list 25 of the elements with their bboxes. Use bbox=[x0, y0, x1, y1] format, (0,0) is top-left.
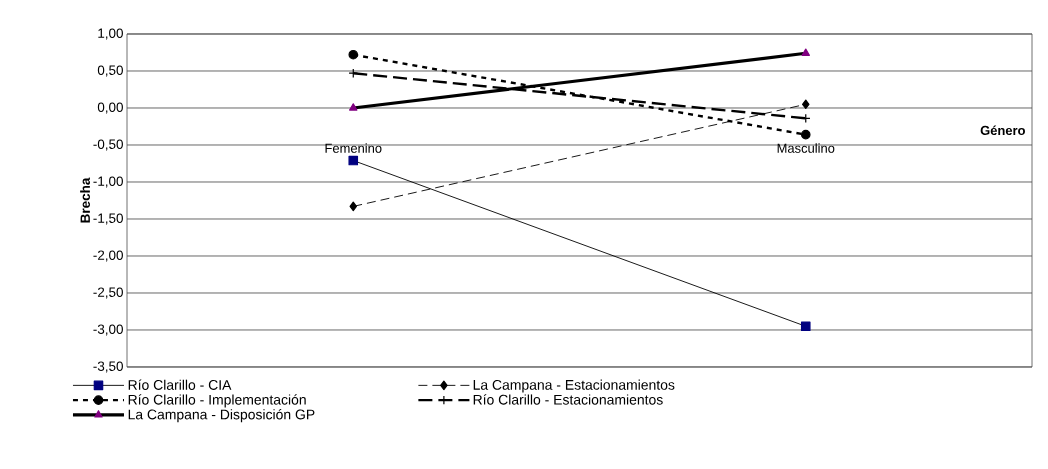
x-tick-label: Masculino bbox=[777, 143, 835, 153]
legend-label: Río Clarillo - Estacionamientos bbox=[473, 394, 663, 405]
legend-label: Río Clarillo - CIA bbox=[128, 379, 232, 390]
point bbox=[349, 201, 358, 212]
x-axis-title: Género bbox=[980, 125, 1025, 135]
y-tick-label: -1,50 bbox=[93, 213, 123, 225]
y-tick-label: -0,50 bbox=[93, 139, 123, 151]
y-tick-label: 1,00 bbox=[98, 28, 123, 40]
y-axis-title: Brecha bbox=[80, 177, 90, 223]
point bbox=[800, 129, 811, 140]
y-tick-label: -2,50 bbox=[93, 287, 123, 299]
y-tick-label: 0,00 bbox=[97, 102, 123, 114]
x-tick-label: Femenino bbox=[325, 143, 382, 153]
point bbox=[348, 49, 359, 60]
y-tick-label: -3,50 bbox=[93, 361, 123, 373]
y-tick-label: -1,00 bbox=[93, 176, 123, 188]
y-tick-label: 0,50 bbox=[97, 65, 123, 77]
y-tick-label: -2,00 bbox=[93, 250, 123, 262]
point bbox=[800, 321, 811, 332]
point bbox=[348, 155, 359, 166]
y-tick-label: -3,00 bbox=[93, 324, 123, 336]
legend-label: Río Clarillo - Implementación bbox=[128, 394, 306, 408]
legend-label: La Campana - Estacionamientos bbox=[473, 379, 675, 393]
point bbox=[802, 99, 810, 110]
legend-label: La Campana - Disposición GP bbox=[128, 408, 315, 423]
